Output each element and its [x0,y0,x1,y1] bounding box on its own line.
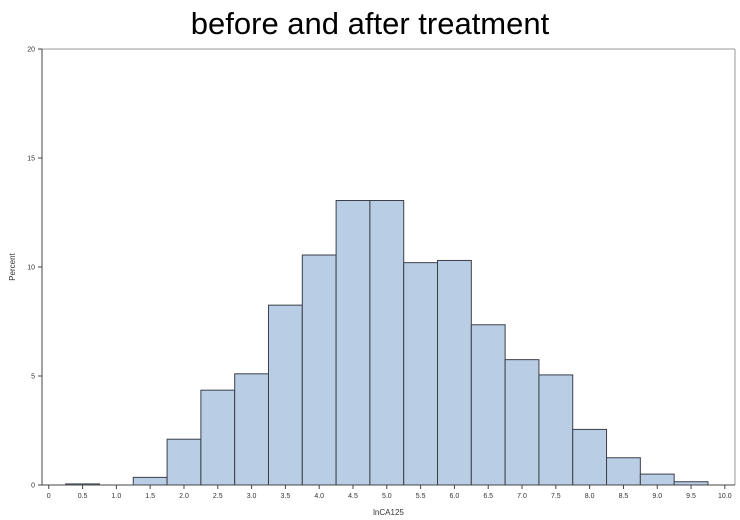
x-tick-label-12: 6.0 [450,493,460,500]
x-tick-label-19: 9.5 [686,493,696,500]
histogram-bar-5 [267,304,303,486]
x-tick-label-14: 7.0 [517,493,527,500]
x-tick-label-3: 1.5 [145,493,155,500]
chart-title: before and after treatment [190,6,550,41]
histogram-bar-14 [572,428,608,486]
x-tick-label-17: 8.5 [619,493,629,500]
y-tick-label-2: 10 [27,265,35,272]
histogram-bar-6 [301,254,337,486]
x-tick-label-6: 3.0 [247,493,257,500]
histogram-bar-16 [639,473,675,486]
x-tick-label-4: 2.0 [179,493,189,500]
x-tick-label-2: 1.0 [112,493,122,500]
y-tick-label-4: 20 [27,47,35,54]
x-tick-label-8: 4.0 [314,493,324,500]
histogram-bar-2 [166,438,202,486]
histogram-bar-4 [234,373,269,486]
y-axis-label: Percent [8,252,17,280]
y-tick-label-1: 5 [31,374,35,381]
histogram-bar-15 [606,457,641,486]
x-axis-label: lnCA125 [373,508,404,517]
x-tick-label-18: 9.0 [652,493,662,500]
histogram-bar-8 [369,200,405,486]
histogram-bar-9 [403,262,439,486]
y-ticks-group: 0 5 10 15 20 [27,47,42,490]
x-tick-label-9: 4.5 [348,493,358,500]
x-tick-label-11: 5.5 [416,493,426,500]
histogram-bar-10 [437,259,472,486]
bars-group [65,200,709,486]
histogram-bar-7 [335,200,371,486]
x-tick-label-16: 8.0 [585,493,595,500]
x-tick-label-10: 5.0 [382,493,392,500]
histogram-bar-13 [538,374,574,486]
x-ticks-group: 0 0.5 1.0 1.5 2.0 2.5 3.0 3.5 4.0 4.5 5.0 5.5 6.0 6.5… [47,485,732,500]
x-tick-label-5: 2.5 [213,493,223,500]
y-tick-label-3: 15 [27,156,35,163]
x-tick-label-1: 0.5 [78,493,88,500]
histogram-bar-12 [504,359,540,486]
x-tick-label-0: 0 [47,493,51,500]
histogram-bar-11 [470,324,506,486]
x-tick-label-20: 10.0 [718,493,732,500]
x-tick-label-13: 6.5 [483,493,493,500]
x-tick-label-7: 3.5 [281,493,291,500]
histogram-bar-3 [200,389,236,486]
x-tick-label-15: 7.5 [551,493,561,500]
histogram-bar-1 [132,476,168,486]
y-tick-label-0: 0 [31,483,35,490]
